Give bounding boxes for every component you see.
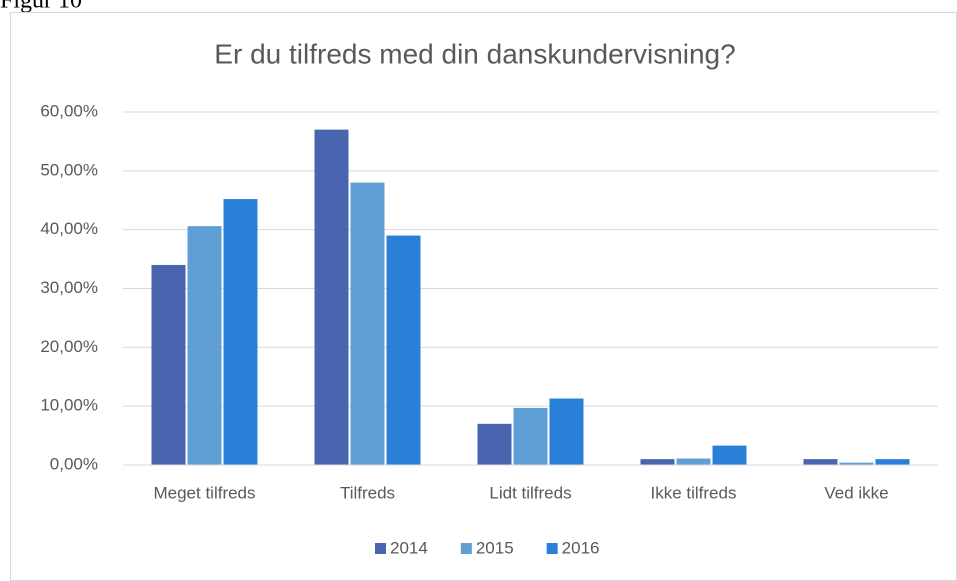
legend-label: 2016 <box>562 538 600 557</box>
caption: Figur 10 <box>0 0 82 14</box>
bar <box>350 182 385 465</box>
legend-swatch <box>546 543 558 554</box>
x-tick-label: Meget tilfreds <box>153 483 255 502</box>
bar <box>386 235 421 465</box>
y-tick-label: 40,00% <box>40 219 98 238</box>
x-tick-label: Ikke tilfreds <box>651 483 737 502</box>
bar <box>223 199 258 465</box>
y-tick-label: 50,00% <box>40 160 98 179</box>
bar <box>676 458 711 465</box>
bar <box>839 462 874 465</box>
bar <box>640 459 675 465</box>
legend-swatch <box>460 543 472 554</box>
y-tick-label: 60,00% <box>40 101 98 120</box>
bar <box>151 264 186 465</box>
bar <box>712 445 747 465</box>
legend-swatch <box>375 543 386 554</box>
y-tick-label: 10,00% <box>40 396 98 415</box>
y-tick-label: 20,00% <box>40 337 98 356</box>
bar <box>549 398 584 465</box>
bar <box>314 129 349 465</box>
legend-label: 2015 <box>476 538 514 557</box>
bar <box>477 423 512 465</box>
bar <box>513 407 548 465</box>
legend-label: 2014 <box>390 538 428 557</box>
x-tick-label: Tilfreds <box>340 483 395 502</box>
y-tick-label: 0,00% <box>50 454 98 473</box>
chart-title: Er du tilfreds med din danskundervisning… <box>214 38 735 69</box>
x-tick-label: Lidt tilfreds <box>489 483 571 502</box>
bar <box>875 459 910 465</box>
y-tick-label: 30,00% <box>40 278 98 297</box>
bar <box>187 226 222 465</box>
bar <box>803 459 838 465</box>
x-tick-label: Ved ikke <box>824 483 888 502</box>
